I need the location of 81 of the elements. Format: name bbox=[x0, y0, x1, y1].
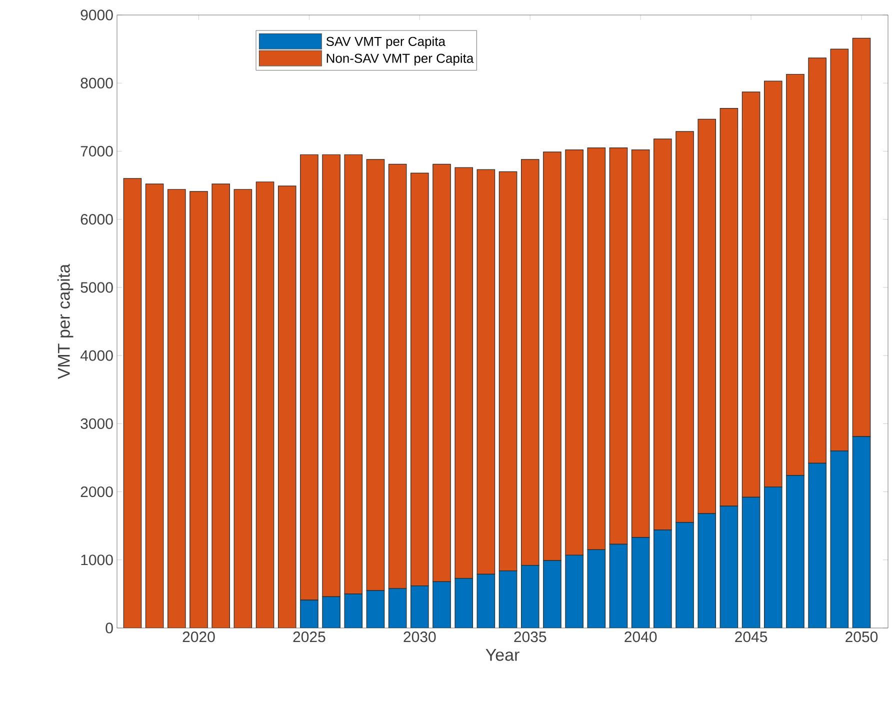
bar bbox=[609, 148, 628, 545]
bar bbox=[588, 550, 606, 628]
bar bbox=[366, 159, 385, 591]
bar bbox=[698, 118, 716, 514]
bar bbox=[322, 154, 340, 597]
x-tick-label: 2020 bbox=[182, 632, 215, 642]
y-tick-label: 8000 bbox=[80, 78, 113, 88]
bar bbox=[146, 184, 164, 628]
bar bbox=[676, 522, 694, 628]
x-tick-label: 2035 bbox=[514, 632, 546, 642]
y-tick-label: 7000 bbox=[80, 146, 113, 157]
bar bbox=[808, 58, 826, 464]
bar bbox=[631, 150, 650, 538]
bar bbox=[720, 108, 738, 506]
bar bbox=[168, 189, 186, 628]
bar bbox=[830, 48, 849, 452]
x-tick-label: 2050 bbox=[846, 632, 878, 642]
bar bbox=[256, 182, 274, 628]
bar bbox=[455, 578, 473, 628]
bar bbox=[388, 588, 406, 628]
bar bbox=[344, 594, 362, 628]
bar bbox=[499, 570, 517, 628]
bar bbox=[278, 186, 296, 628]
y-tick-label: 1000 bbox=[81, 554, 113, 566]
legend-label: SAV VMT per Capita bbox=[326, 36, 446, 49]
bar bbox=[366, 590, 384, 628]
bar bbox=[764, 80, 782, 488]
bar bbox=[477, 574, 495, 628]
y-axis-title: VMT per capita bbox=[57, 264, 74, 380]
x-tick-label: 2040 bbox=[624, 632, 657, 642]
bar bbox=[234, 189, 252, 628]
bar bbox=[454, 167, 473, 579]
bar bbox=[786, 74, 804, 476]
y-tick-label: 0 bbox=[106, 622, 113, 634]
bar bbox=[742, 92, 760, 498]
bar bbox=[565, 555, 584, 628]
bar bbox=[587, 148, 606, 550]
bar bbox=[764, 487, 782, 628]
x-axis-title: Year bbox=[486, 649, 520, 661]
y-tick-label: 3000 bbox=[80, 418, 113, 429]
x-tick-label: 2045 bbox=[735, 632, 768, 642]
bar bbox=[498, 171, 518, 572]
bar bbox=[476, 169, 496, 574]
bar bbox=[322, 596, 340, 628]
bar bbox=[520, 159, 540, 566]
y-tick-label: 4000 bbox=[80, 350, 113, 361]
bar bbox=[212, 184, 230, 628]
x-tick-label: 2030 bbox=[404, 632, 436, 642]
bar bbox=[786, 475, 804, 628]
y-tick-label: 6000 bbox=[80, 214, 113, 225]
bar bbox=[190, 191, 208, 628]
bar bbox=[742, 497, 760, 628]
y-tick-label: 2000 bbox=[80, 486, 113, 498]
bar bbox=[654, 138, 672, 530]
y-tick-label: 5000 bbox=[80, 282, 113, 293]
bar bbox=[676, 131, 694, 523]
bar bbox=[543, 560, 562, 628]
bar bbox=[124, 178, 142, 628]
legend-label: Non-SAV VMT per Capita bbox=[326, 53, 474, 66]
bar bbox=[521, 565, 539, 628]
bar bbox=[632, 537, 650, 628]
bar bbox=[543, 152, 562, 561]
x-tick-label: 2025 bbox=[293, 632, 326, 642]
bar bbox=[852, 436, 871, 628]
bar bbox=[300, 154, 318, 600]
bar bbox=[565, 150, 584, 556]
y-tick-label: 9000 bbox=[80, 10, 113, 20]
bar bbox=[808, 463, 826, 628]
bar bbox=[300, 600, 318, 628]
bar bbox=[432, 164, 451, 582]
bar bbox=[410, 172, 429, 586]
bar bbox=[698, 514, 716, 628]
bar bbox=[410, 586, 428, 628]
bar bbox=[830, 450, 848, 628]
bar bbox=[852, 38, 871, 437]
bar bbox=[654, 530, 672, 628]
bar bbox=[432, 582, 451, 628]
bar bbox=[388, 164, 407, 589]
bar bbox=[720, 506, 738, 628]
bar bbox=[610, 544, 628, 628]
bar bbox=[344, 154, 363, 594]
